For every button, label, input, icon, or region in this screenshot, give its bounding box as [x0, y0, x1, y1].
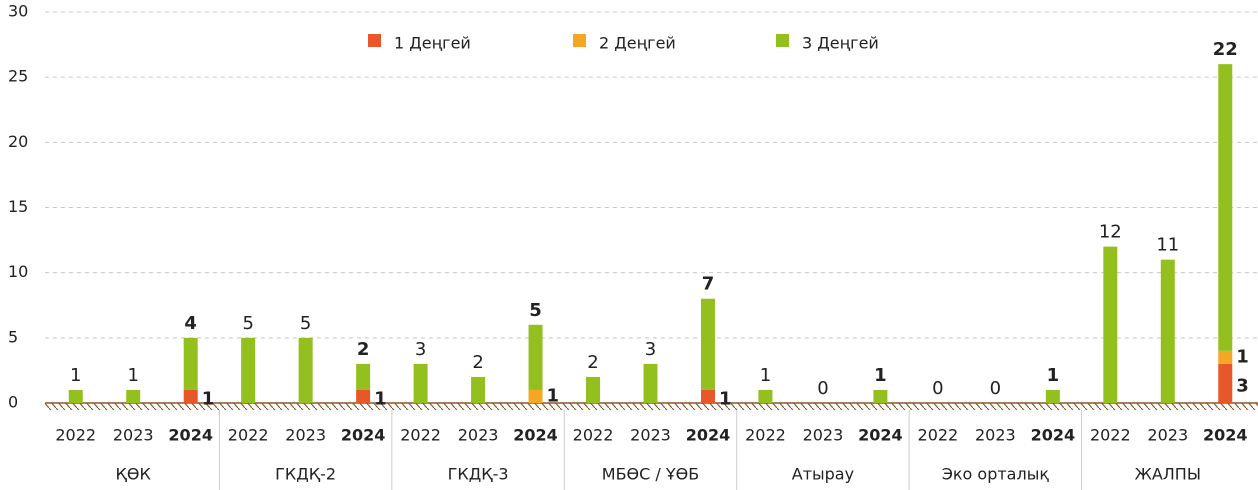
- value-label: 12: [1099, 222, 1122, 243]
- x-tick-label: 2022: [228, 426, 269, 445]
- bar-segment: [298, 337, 313, 403]
- x-tick-label: 2023: [1147, 426, 1188, 445]
- x-tick-label: 2022: [918, 426, 959, 445]
- bar-segment: [471, 376, 486, 403]
- value-label: 3: [645, 339, 656, 360]
- bar-segment: [356, 363, 371, 390]
- group-label: ГКДҚ-2: [275, 465, 336, 484]
- value-label: 1: [874, 365, 887, 386]
- group-label: Эко орталық: [942, 465, 1050, 484]
- x-tick-label: 2022: [55, 426, 96, 445]
- value-label: 0: [990, 378, 1001, 399]
- value-label: 2: [587, 352, 598, 373]
- legend-swatch: [776, 34, 789, 47]
- value-label: 5: [300, 313, 311, 334]
- x-tick-label: 2023: [285, 426, 326, 445]
- y-tick-label: 0: [8, 393, 18, 412]
- x-tick-label: 2022: [573, 426, 614, 445]
- value-label: 4: [184, 313, 197, 334]
- value-label: 5: [242, 313, 253, 334]
- bar-segment: [241, 337, 256, 403]
- value-label: 5: [529, 300, 542, 321]
- y-tick-label: 5: [8, 327, 18, 346]
- group-label: Атырау: [792, 465, 854, 484]
- legend-label: 2 Деңгей: [599, 34, 676, 53]
- y-tick-label: 25: [8, 67, 28, 86]
- value-label: 1: [202, 388, 215, 409]
- bar-segment: [413, 363, 428, 403]
- value-label: 22: [1213, 39, 1238, 60]
- value-label: 1: [547, 385, 560, 406]
- bar-segment: [1218, 350, 1233, 364]
- group-label: ГКДҚ-3: [448, 465, 509, 484]
- x-tick-label: 2024: [341, 426, 386, 445]
- x-tick-label: 2024: [168, 426, 213, 445]
- y-tick-label: 10: [8, 262, 28, 281]
- bar-segment: [528, 389, 543, 403]
- x-tick-label: 2022: [745, 426, 786, 445]
- value-label: 7: [702, 274, 715, 295]
- value-label: 1: [1236, 346, 1249, 367]
- x-tick-label: 2024: [1203, 426, 1248, 445]
- bar-segment: [1045, 389, 1060, 403]
- bar-segment: [873, 389, 888, 403]
- y-tick-label: 30: [8, 2, 28, 21]
- y-tick-label: 15: [8, 197, 28, 216]
- legend-label: 1 Деңгей: [394, 34, 471, 53]
- bar-segment: [758, 389, 773, 403]
- x-tick-label: 2022: [400, 426, 441, 445]
- legend-label: 3 Деңгей: [802, 34, 879, 53]
- x-tick-label: 2024: [1031, 426, 1076, 445]
- value-label: 1: [127, 365, 138, 386]
- bar-segment: [1218, 363, 1233, 403]
- value-label: 1: [760, 365, 771, 386]
- x-tick-label: 2023: [458, 426, 499, 445]
- bar-segment: [1103, 246, 1118, 403]
- x-tick-label: 2024: [513, 426, 558, 445]
- x-tick-label: 2023: [113, 426, 154, 445]
- value-label: 2: [472, 352, 483, 373]
- bar-segment: [68, 389, 83, 403]
- bar-segment: [528, 324, 543, 390]
- bar-segment: [1218, 64, 1233, 351]
- x-tick-label: 2022: [1090, 426, 1131, 445]
- bar-segment: [183, 337, 198, 390]
- x-tick-label: 2023: [803, 426, 844, 445]
- bar-segment: [183, 389, 198, 403]
- x-tick-label: 2024: [686, 426, 731, 445]
- bar-segment: [1160, 259, 1175, 403]
- bar-segment: [356, 389, 371, 403]
- bar-segment: [126, 389, 141, 403]
- ground-hatch: [45, 403, 1258, 410]
- value-label: 0: [817, 378, 828, 399]
- x-tick-label: 2023: [975, 426, 1016, 445]
- bar-segment: [586, 376, 601, 403]
- group-label: МБӨС / ҰӨБ: [602, 465, 699, 484]
- value-label: 11: [1156, 235, 1179, 256]
- value-label: 0: [932, 378, 943, 399]
- y-tick-label: 20: [8, 132, 28, 151]
- value-label: 1: [719, 388, 732, 409]
- x-tick-label: 2024: [858, 426, 903, 445]
- value-label: 3: [1236, 375, 1249, 396]
- legend-swatch: [368, 34, 381, 47]
- value-label: 2: [357, 339, 370, 360]
- bar-segment: [700, 298, 715, 390]
- value-label: 1: [1047, 365, 1060, 386]
- group-label: ҚӨК: [116, 465, 152, 484]
- value-label: 1: [70, 365, 81, 386]
- group-label: ЖАЛПЫ: [1135, 465, 1201, 484]
- x-tick-label: 2023: [630, 426, 671, 445]
- value-label: 1: [374, 388, 387, 409]
- value-label: 3: [415, 339, 426, 360]
- bar-segment: [643, 363, 658, 403]
- bar-segment: [700, 389, 715, 403]
- legend-swatch: [573, 34, 586, 47]
